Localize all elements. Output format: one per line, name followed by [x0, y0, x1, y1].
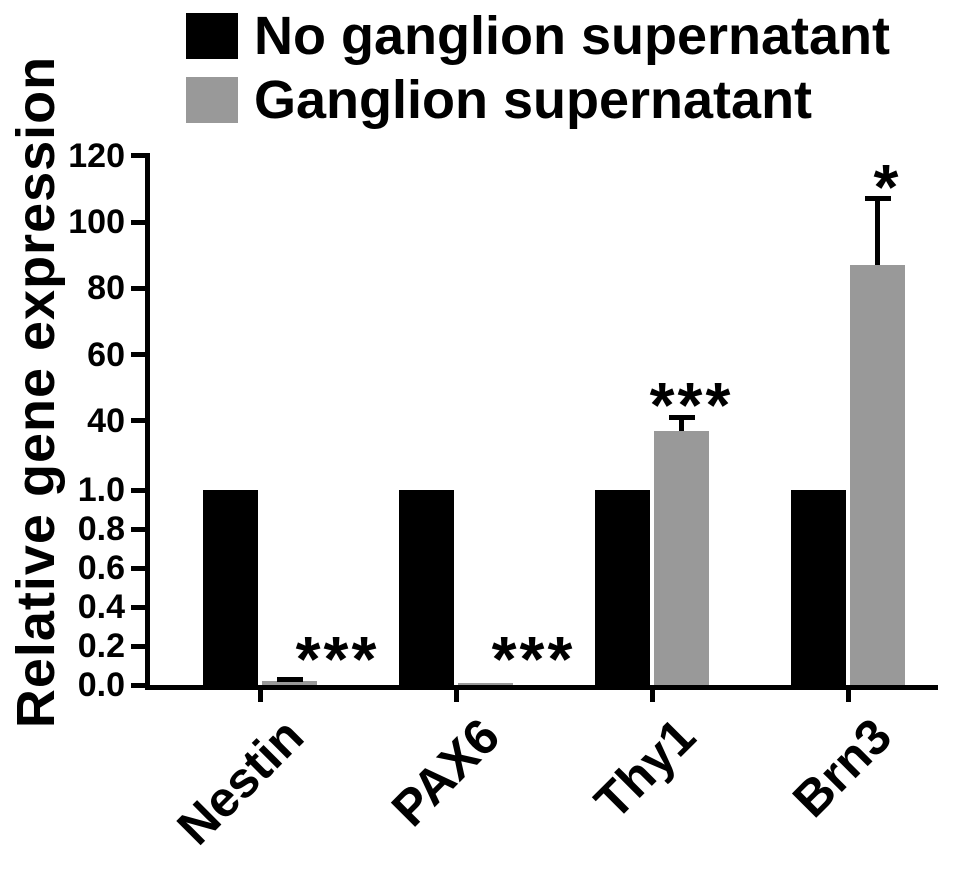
y-axis-tick-label: 80: [87, 269, 125, 308]
x-axis-tick: [453, 690, 459, 702]
significance-stars: ***: [295, 623, 380, 695]
error-bar-cap: [668, 414, 695, 420]
significance-stars: *: [873, 150, 902, 223]
y-axis-tick-label: 40: [87, 401, 125, 440]
y-axis-tick-label: 100: [68, 203, 125, 241]
y-axis-tick-label: 120: [68, 136, 125, 175]
bar-ganglion: [850, 265, 905, 685]
bar-ganglion: [458, 683, 513, 685]
category-label: Brn3: [782, 707, 903, 828]
y-axis-line: [145, 153, 150, 690]
category-label: PAX6: [380, 707, 511, 838]
y-axis-tick: [131, 418, 145, 424]
legend-label: Ganglion supernatant: [254, 70, 813, 130]
y-axis-tick: [131, 153, 145, 159]
plot-area: 0.0 0.2 0.4 0.6 0.8 1.0 40 60 80 100 120 Nestin PAX6…: [68, 137, 938, 855]
bar-no-ganglion: [399, 490, 454, 685]
y-axis-tick-label: 60: [87, 335, 125, 374]
x-axis-tick: [257, 690, 263, 702]
error-bar: [875, 198, 880, 266]
error-bar: [679, 417, 684, 431]
legend: No ganglion supernatant Ganglion superna…: [186, 8, 890, 128]
significance-stars: ***: [491, 623, 576, 695]
y-axis-tick-label: 0.4: [77, 588, 125, 626]
y-axis-tick: [131, 565, 145, 571]
x-axis-tick: [845, 690, 851, 702]
y-axis-tick-label: 0.6: [77, 549, 125, 587]
x-axis-line: [145, 685, 938, 690]
bar-ganglion: [654, 430, 709, 685]
bar-ganglion: [262, 681, 317, 685]
y-axis-tick: [131, 352, 145, 357]
category-label: Thy1: [584, 707, 707, 830]
error-bar-cap: [276, 676, 303, 682]
legend-swatch-black: [186, 13, 238, 59]
legend-swatch-gray: [186, 77, 238, 123]
y-axis-tick: [131, 526, 145, 532]
error-bar-cap: [864, 196, 891, 202]
y-axis-tick: [131, 487, 145, 493]
y-axis-tick-label: 0.0: [77, 666, 125, 704]
y-axis-tick-label: 0.2: [77, 627, 125, 665]
bar-no-ganglion: [791, 490, 846, 685]
y-axis-tick: [131, 604, 145, 610]
legend-label: No ganglion supernatant: [254, 6, 891, 66]
significance-stars: ***: [649, 369, 734, 442]
bar-no-ganglion: [203, 490, 258, 685]
legend-item-ganglion: Ganglion supernatant: [186, 72, 890, 128]
y-axis-tick: [131, 219, 145, 225]
bar-no-ganglion: [595, 490, 650, 685]
y-axis-tick: [131, 643, 145, 649]
y-axis-tick: [131, 682, 145, 688]
y-axis-tick-label: 1.0: [77, 471, 125, 509]
y-axis-tick-label: 0.8: [77, 510, 125, 548]
y-axis-tick: [131, 285, 145, 291]
category-label: Nestin: [166, 707, 315, 856]
legend-item-no-ganglion: No ganglion supernatant: [186, 8, 890, 64]
x-axis-tick: [649, 690, 655, 702]
